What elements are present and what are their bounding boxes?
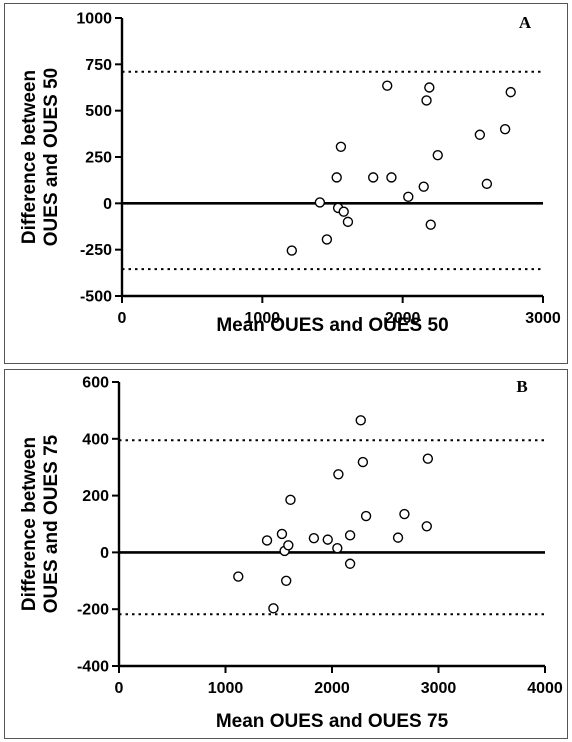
data-point [314,197,326,208]
x-tick-label: 4000 [527,680,563,697]
y-tick-label: 600 [82,375,109,392]
y-tick-label: 0 [103,196,112,213]
data-point [342,216,354,228]
data-point [422,453,434,464]
panel-label: A [519,13,532,32]
data-point [344,558,356,569]
data-point [338,206,349,217]
x-tick-label: 2000 [385,310,421,327]
data-point [333,469,344,480]
panel-label: B [516,377,527,396]
data-point [308,532,320,544]
data-point [286,245,298,256]
y-axis-title-line: OUES and OUES 50 [41,68,62,246]
data-point [355,415,366,426]
data-point [281,575,292,587]
y-axis-title-line: Difference between [19,437,40,611]
x-axis-title: Mean OUES and OUES 75 [216,711,449,732]
y-tick-label: 200 [82,488,109,505]
y-axis-title-line: Difference between [19,70,40,244]
chart-b: -400 -200 0 200 400 600 0 1000 2000 3000 4000 Mean … [19,375,563,733]
data-point [424,82,435,93]
data-point [386,172,397,183]
y-tick-label: -400 [77,659,109,676]
data-point [322,534,333,545]
data-point [392,532,404,543]
chart-a: -500 -250 0 250 500 750 1000 0 1000 2000 3000 Mean … [19,11,561,337]
x-tick-label: 1000 [208,680,244,697]
panel-b: -400 -200 0 200 400 600 0 1000 2000 3000 4000 Mean … [4,369,568,739]
x-tick-label: 0 [118,310,127,327]
y-tick-label: -250 [80,242,112,259]
data-point [421,95,432,106]
y-tick-label: 500 [85,103,112,120]
data-point [367,172,379,183]
data-point [474,129,486,140]
y-tick-label: 400 [82,431,109,448]
data-point [344,530,356,541]
data-point [481,178,493,190]
data-point [268,603,279,614]
data-point [335,141,347,153]
x-tick-label: 3000 [525,310,561,327]
data-point [283,540,294,551]
x-axis-title: Mean OUES and OUES 50 [216,315,448,336]
data-point [261,535,273,546]
y-tick-label: -200 [77,602,109,619]
data-point [421,521,432,532]
data-point [399,508,410,520]
data-point [360,510,372,522]
data-point [382,80,393,91]
panel-a: -500 -250 0 250 500 750 1000 0 1000 2000 3000 Mean … [4,3,568,364]
x-tick-label: 1000 [245,310,281,327]
data-point [403,191,414,203]
data-point [276,528,288,540]
data-point [425,219,436,230]
x-tick-label: 3000 [421,680,457,697]
y-tick-label: 750 [85,57,112,74]
x-tick-label: 2000 [314,680,350,697]
data-point [357,456,369,468]
data-point [331,172,342,183]
data-point [332,542,343,554]
data-point [432,149,443,161]
data-point [418,181,429,192]
x-tick-label: 0 [115,680,124,697]
data-point [233,571,244,582]
data-point [499,123,511,135]
y-tick-label: 0 [100,545,109,562]
data-point [285,494,296,506]
data-point [321,234,333,245]
data-point [505,86,516,98]
y-tick-label: -500 [80,289,112,306]
y-tick-label: 250 [85,150,112,167]
y-tick-label: 1000 [76,11,112,28]
y-axis-title-line: OUES and OUES 75 [41,434,62,613]
